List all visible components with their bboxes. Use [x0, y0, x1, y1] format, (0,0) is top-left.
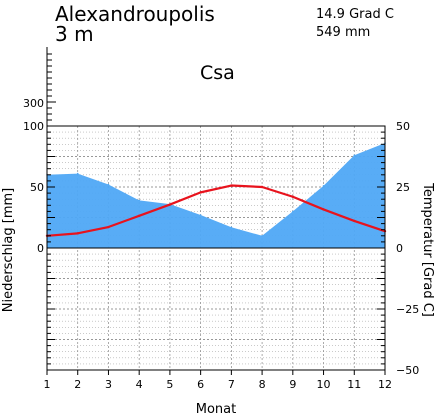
temperature-point [76, 232, 79, 235]
x-tick-label: 9 [289, 378, 296, 391]
temperature-point [107, 225, 110, 229]
right-axis-ticks: 50 25 0 −25 −50 [377, 120, 419, 377]
temperature-line [46, 184, 386, 237]
temperature-point [199, 191, 202, 194]
temperature-series [45, 184, 387, 237]
left-tick-label: 0 [37, 242, 44, 255]
left-axis-ticks: 300 100 50 0 [23, 97, 55, 365]
x-tick-label: 5 [166, 378, 173, 391]
temperature-point [260, 185, 264, 189]
left-tick-label: 50 [30, 181, 44, 194]
precipitation-point [76, 172, 79, 175]
precipitation-point [353, 154, 356, 157]
x-axis-ticks: 1 2 3 4 5 6 7 8 9 10 11 12 [44, 370, 392, 391]
annual-precipitation: 549 mm [316, 25, 370, 40]
temperature-point [230, 184, 233, 187]
mean-temperature: 14.9 Grad C [316, 7, 394, 22]
precipitation-series [46, 142, 386, 248]
x-tick-label: 10 [317, 378, 331, 391]
x-tick-label: 4 [136, 378, 143, 391]
precipitation-point [107, 183, 110, 186]
x-tick-label: 1 [44, 378, 51, 391]
left-tick-label: 300 [23, 97, 44, 110]
temperature-point [322, 208, 325, 211]
climate-class: Csa [200, 62, 235, 84]
precipitation-area [47, 143, 385, 248]
precipitation-point [292, 210, 294, 213]
temperature-point [353, 219, 356, 223]
x-tick-label: 12 [378, 378, 392, 391]
temperature-point [291, 195, 295, 198]
x-tick-label: 7 [228, 378, 235, 391]
precipitation-point [199, 214, 202, 216]
x-axis-title: Monat [196, 402, 236, 416]
precipitation-point [322, 184, 325, 187]
x-tick-label: 6 [197, 378, 204, 391]
left-tick-label: 100 [23, 120, 44, 133]
x-tick-label: 8 [259, 378, 266, 391]
upper-precip-scale [46, 47, 56, 126]
station-name: Alexandroupolis [55, 2, 215, 26]
left-axis-title: Niederschlag [mm] [1, 188, 16, 313]
right-axis-title: Temperatur [Grad C] [420, 182, 435, 317]
right-tick-label: −25 [396, 303, 419, 316]
x-tick-label: 11 [347, 378, 361, 391]
station-elevation: 3 m [55, 22, 94, 46]
right-tick-label: 0 [396, 242, 403, 255]
right-tick-label: 50 [396, 120, 410, 133]
x-tick-label: 2 [74, 378, 81, 391]
right-tick-label: −50 [396, 364, 419, 377]
precipitation-point [230, 226, 233, 229]
temperature-point [168, 203, 172, 206]
x-tick-label: 3 [105, 378, 112, 391]
right-tick-label: 25 [396, 181, 410, 194]
temperature-point [137, 214, 141, 217]
precipitation-point [138, 199, 140, 202]
precipitation-point [261, 235, 263, 237]
